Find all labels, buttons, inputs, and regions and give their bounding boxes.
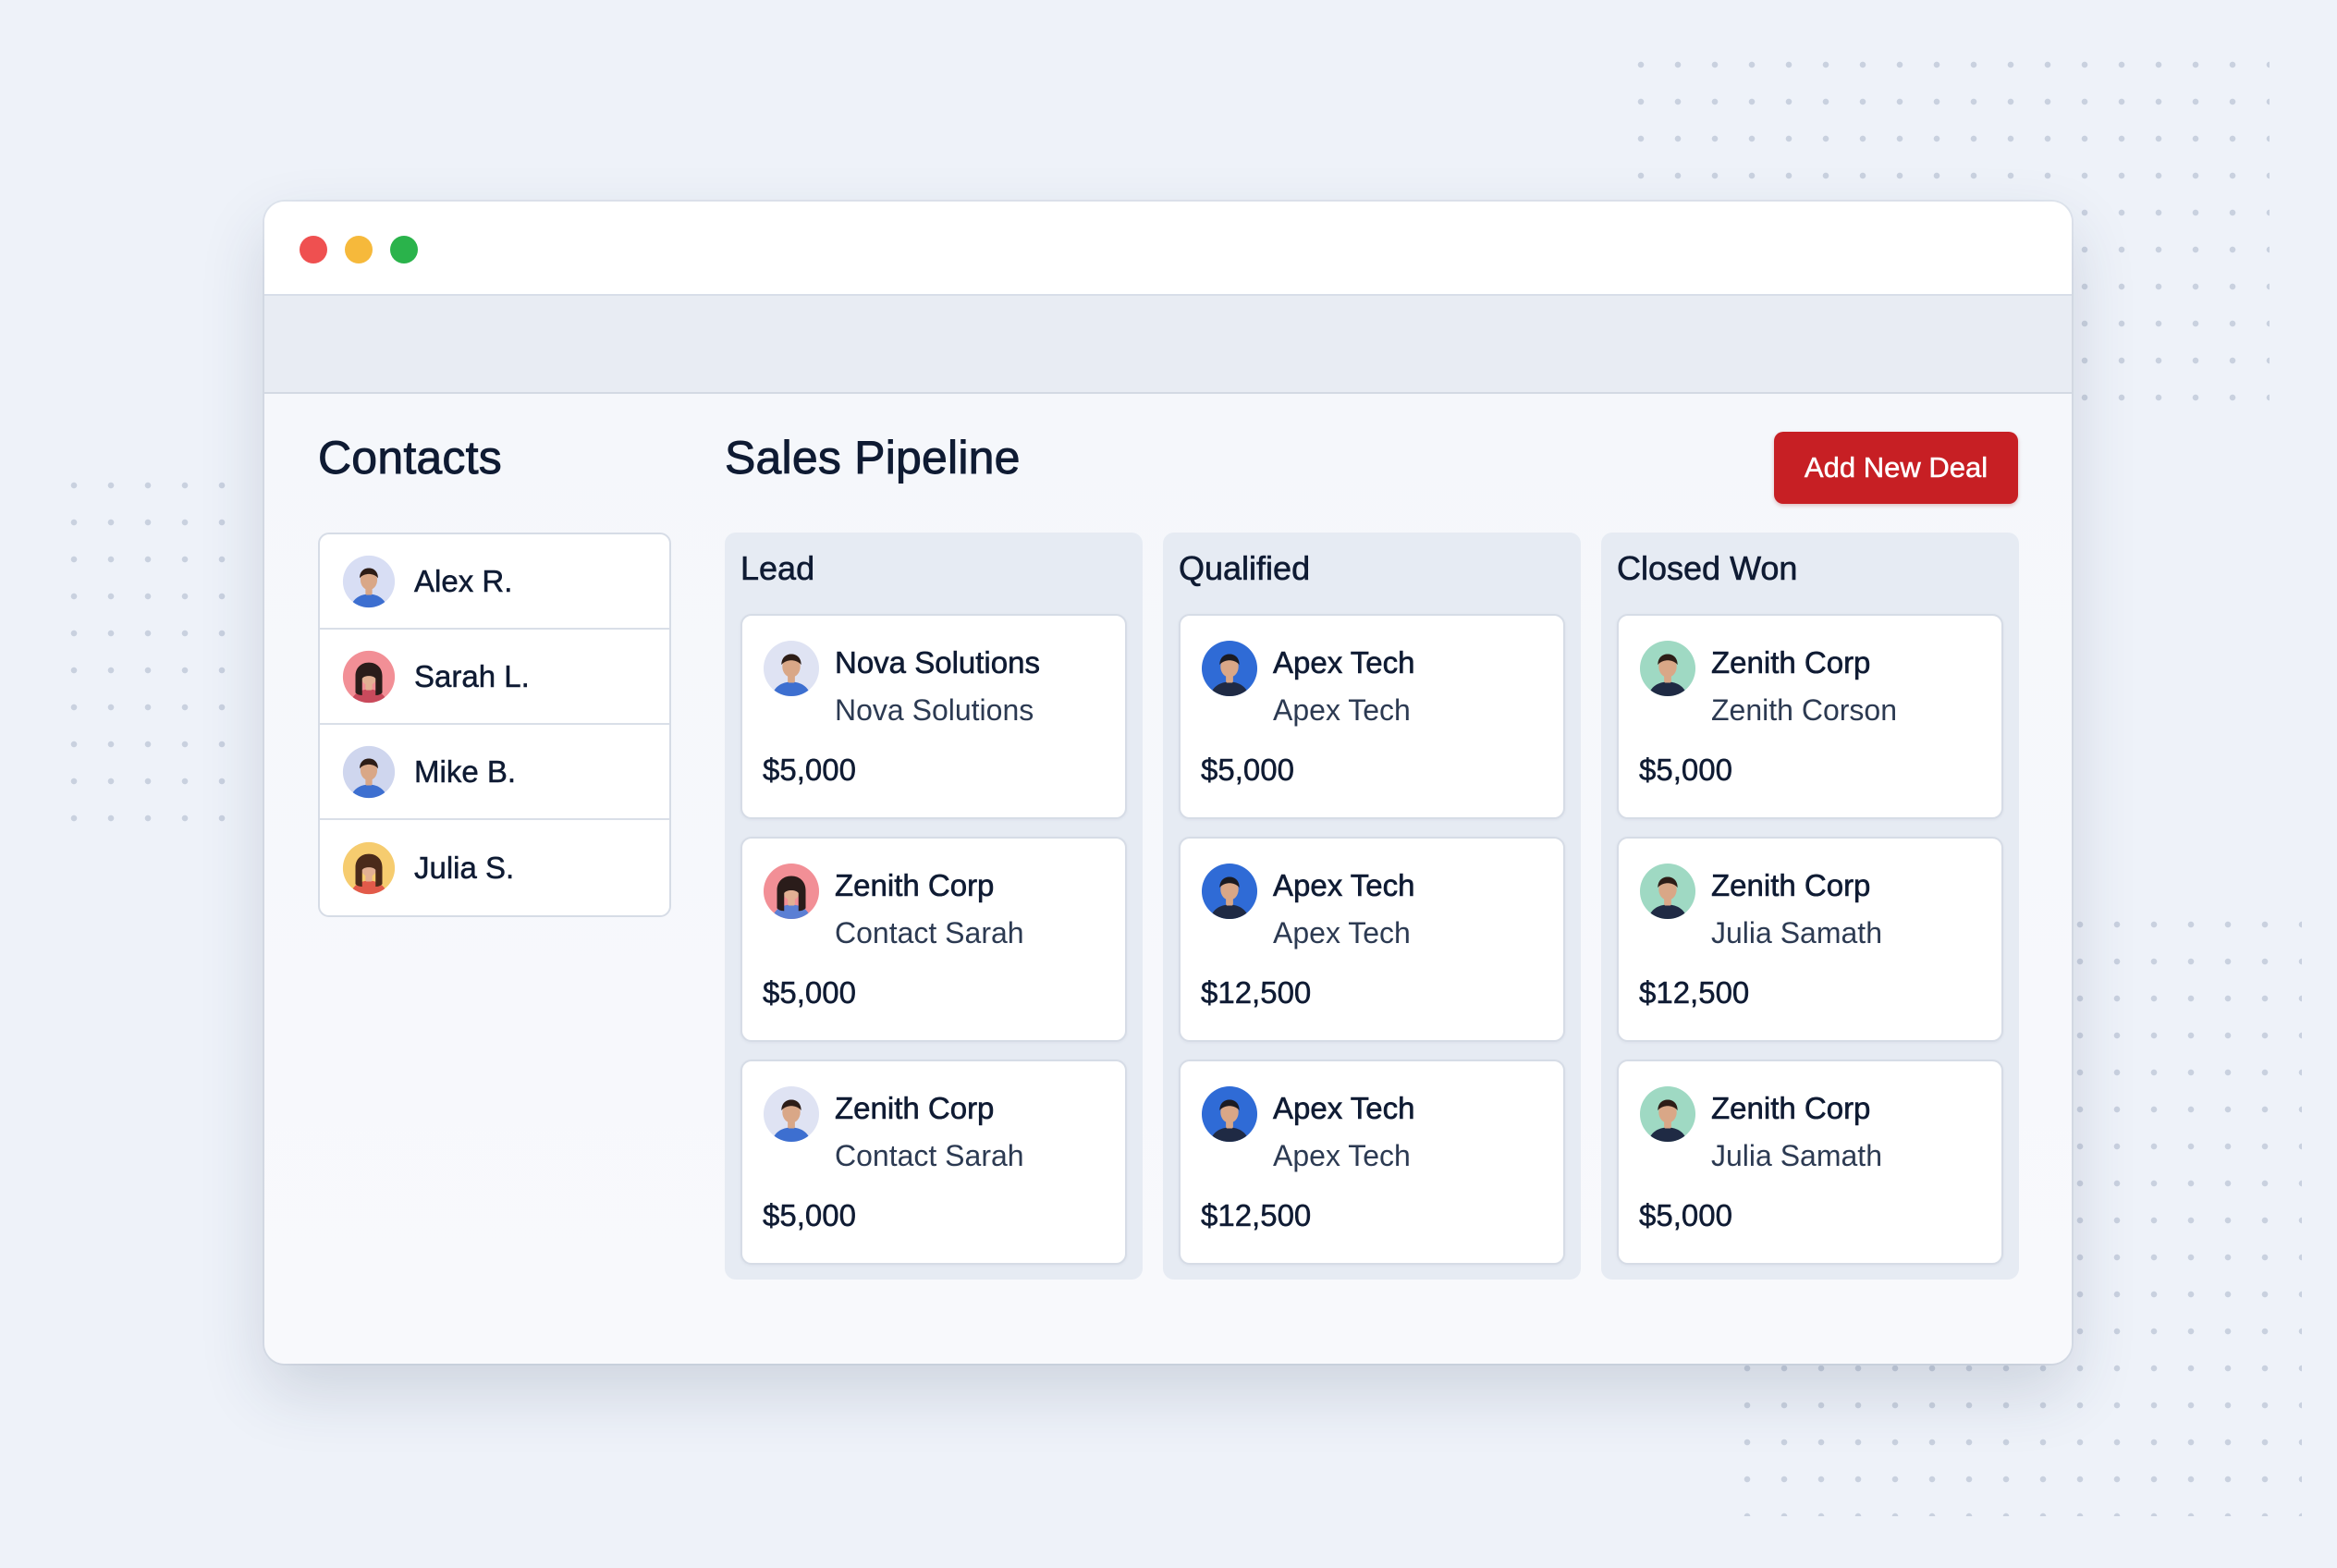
deal-card[interactable]: Zenith Corp Contact Sarah $5,000 <box>740 1060 1127 1265</box>
deal-company: Apex Tech <box>1273 868 1415 903</box>
deal-amount: $5,000 <box>1639 753 1732 788</box>
deal-card[interactable]: Apex Tech Apex Tech $5,000 <box>1179 614 1565 819</box>
contact-list: Alex R. Sarah L. Mike B. Julia S. <box>318 533 671 917</box>
column-title: Lead <box>740 549 815 588</box>
deal-card[interactable]: Zenith Corp Julia Samath $12,500 <box>1617 837 2003 1042</box>
deal-contact: Apex Tech <box>1273 693 1411 727</box>
male-avatar-icon <box>1639 863 1696 920</box>
deal-amount: $12,500 <box>1201 1198 1312 1233</box>
female-avatar-icon <box>342 650 396 704</box>
male-avatar-icon <box>1201 1085 1258 1143</box>
male-avatar-icon <box>1201 640 1258 697</box>
deal-contact: Zenith Corson <box>1711 693 1897 727</box>
deal-contact: Contact Sarah <box>835 916 1024 949</box>
column-title: Qualified <box>1179 549 1311 588</box>
deal-card[interactable]: Zenith Corp Zenith Corson $5,000 <box>1617 614 2003 819</box>
deal-contact: Nova Solutions <box>835 693 1034 727</box>
pipeline-title: Sales Pipeline <box>725 432 1021 484</box>
maximize-window-button[interactable] <box>390 236 418 263</box>
male-avatar-icon <box>763 1085 820 1143</box>
deal-amount: $12,500 <box>1201 975 1312 1011</box>
male-avatar-icon <box>342 745 396 799</box>
main-content: Contacts Sales Pipeline Add New Deal Ale… <box>264 394 2072 1364</box>
contact-item[interactable]: Alex R. <box>320 534 669 630</box>
deal-company: Apex Tech <box>1273 1091 1415 1126</box>
contact-name: Julia S. <box>414 850 515 885</box>
contact-item[interactable]: Julia S. <box>320 820 669 915</box>
pipeline-column-lead: Lead Nova Solutions Nova Solutions $5,00… <box>725 533 1143 1280</box>
deal-company: Zenith Corp <box>1711 1091 1871 1126</box>
male-avatar-icon <box>342 555 396 608</box>
deal-contact: Julia Samath <box>1711 916 1882 949</box>
deal-amount: $5,000 <box>763 1198 856 1233</box>
column-title: Closed Won <box>1617 549 1798 588</box>
contact-name: Sarah L. <box>414 658 530 693</box>
deal-amount: $12,500 <box>1639 975 1750 1011</box>
deal-company: Zenith Corp <box>1711 645 1871 680</box>
female-avatar-icon <box>342 841 396 895</box>
background-dot-pattern <box>55 467 240 837</box>
deal-amount: $5,000 <box>1639 1198 1732 1233</box>
minimize-window-button[interactable] <box>345 236 373 263</box>
deal-contact: Contact Sarah <box>835 1139 1024 1172</box>
deal-company: Zenith Corp <box>835 868 995 903</box>
deal-company: Zenith Corp <box>835 1091 995 1126</box>
deal-amount: $5,000 <box>763 753 856 788</box>
contact-item[interactable]: Sarah L. <box>320 630 669 725</box>
deal-amount: $5,000 <box>763 975 856 1011</box>
window-titlebar <box>264 202 2072 296</box>
male-avatar-icon <box>1639 640 1696 697</box>
toolbar <box>264 296 2072 394</box>
deal-company: Zenith Corp <box>1711 868 1871 903</box>
contacts-title: Contacts <box>318 432 503 484</box>
deal-contact: Julia Samath <box>1711 1139 1882 1172</box>
contact-name: Mike B. <box>414 753 517 789</box>
deal-card[interactable]: Zenith Corp Contact Sarah $5,000 <box>740 837 1127 1042</box>
deal-contact: Apex Tech <box>1273 916 1411 949</box>
contact-item[interactable]: Mike B. <box>320 725 669 820</box>
male-avatar-icon <box>1201 863 1258 920</box>
deal-card[interactable]: Apex Tech Apex Tech $12,500 <box>1179 837 1565 1042</box>
contact-name: Alex R. <box>414 563 513 598</box>
app-window: Contacts Sales Pipeline Add New Deal Ale… <box>264 202 2072 1364</box>
add-new-deal-button[interactable]: Add New Deal <box>1774 432 2018 504</box>
pipeline-column-qualified: Qualified Apex Tech Apex Tech $5,000 Ape… <box>1163 533 1581 1280</box>
pipeline-column-closed-won: Closed Won Zenith Corp Zenith Corson $5,… <box>1601 533 2019 1280</box>
female-avatar-icon <box>763 863 820 920</box>
male-avatar-icon <box>763 640 820 697</box>
deal-card[interactable]: Nova Solutions Nova Solutions $5,000 <box>740 614 1127 819</box>
deal-company: Apex Tech <box>1273 645 1415 680</box>
deal-contact: Apex Tech <box>1273 1139 1411 1172</box>
male-avatar-icon <box>1639 1085 1696 1143</box>
deal-card[interactable]: Zenith Corp Julia Samath $5,000 <box>1617 1060 2003 1265</box>
close-window-button[interactable] <box>300 236 327 263</box>
deal-card[interactable]: Apex Tech Apex Tech $12,500 <box>1179 1060 1565 1265</box>
deal-amount: $5,000 <box>1201 753 1294 788</box>
deal-company: Nova Solutions <box>835 645 1041 680</box>
